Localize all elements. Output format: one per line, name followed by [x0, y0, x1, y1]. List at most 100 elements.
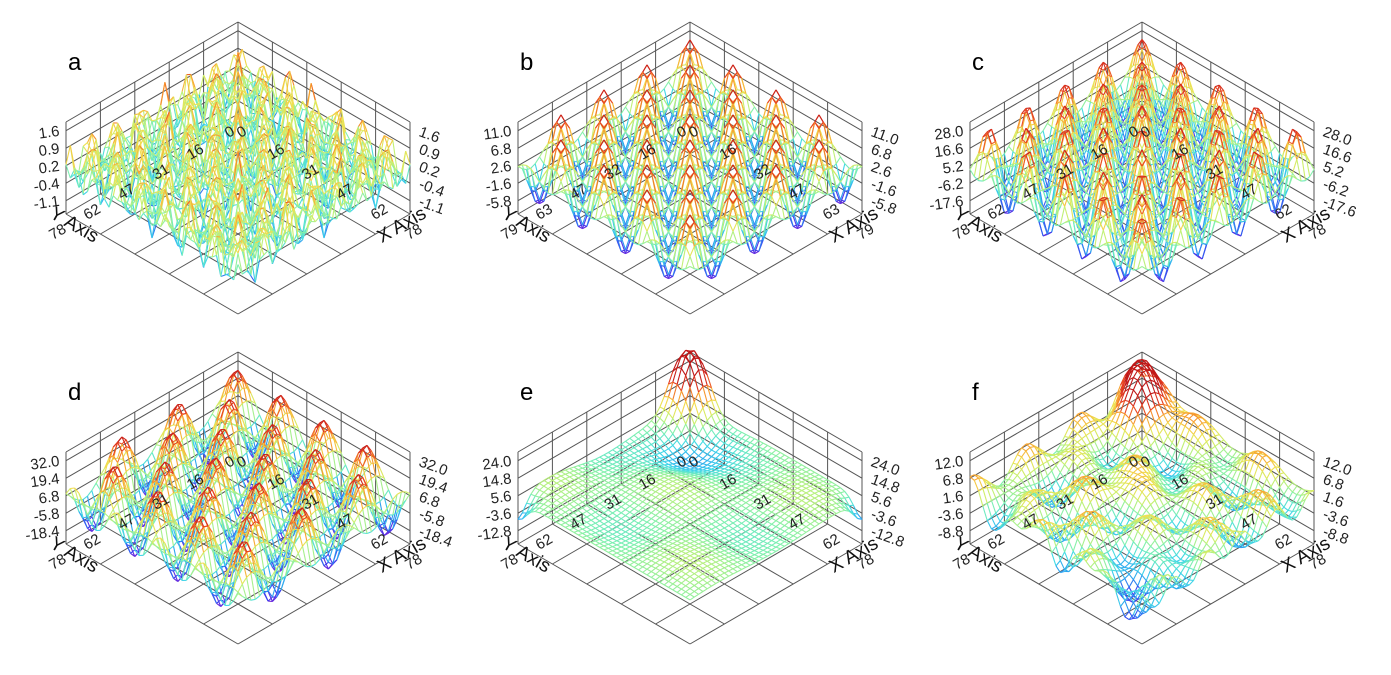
mesh-segment — [344, 163, 351, 175]
mesh-segment — [297, 143, 304, 157]
mesh-segment — [366, 148, 372, 156]
mesh-segment — [267, 92, 273, 121]
mesh-segment — [224, 92, 230, 100]
mesh-segment — [250, 85, 256, 122]
mesh-segment — [383, 149, 390, 174]
mesh-segment — [362, 154, 368, 161]
mesh-segment — [242, 76, 247, 80]
panel-label: a — [68, 49, 82, 76]
mesh-segment — [297, 117, 304, 142]
mesh-segment — [620, 106, 626, 114]
mesh-segment — [263, 79, 269, 92]
mesh-segment — [616, 113, 622, 119]
mesh-segment — [186, 226, 191, 229]
mesh-segment — [190, 175, 196, 178]
mesh-segment — [336, 133, 342, 158]
mesh-segment — [276, 99, 282, 113]
mesh-segment — [336, 144, 342, 158]
mesh-segment — [298, 132, 303, 135]
mesh-segment — [267, 120, 273, 124]
mesh-segment — [810, 189, 815, 191]
mesh-segment — [250, 85, 256, 94]
mesh-segment — [310, 123, 316, 136]
mesh-segment — [212, 134, 217, 137]
mesh-segment — [246, 93, 251, 95]
mesh-segment — [216, 73, 222, 81]
mesh-segment — [388, 139, 394, 149]
mesh-segment — [160, 82, 166, 106]
mesh-segment — [289, 107, 295, 116]
mesh-segment — [332, 155, 338, 166]
mesh-segment — [336, 206, 342, 219]
mesh-segment — [370, 160, 377, 184]
mesh-segment — [233, 96, 239, 106]
mesh-segment — [685, 39, 691, 48]
mesh-segment — [233, 89, 239, 93]
mesh-segment — [241, 91, 248, 119]
mesh-segment — [818, 114, 824, 123]
mesh-segment — [293, 130, 299, 156]
mesh-segment — [392, 161, 398, 175]
mesh-segment — [328, 114, 333, 118]
mesh-segment — [400, 150, 407, 173]
mesh-segment — [130, 213, 135, 215]
mesh-segment — [642, 64, 648, 73]
mesh-segment — [323, 141, 329, 144]
mesh-segment — [194, 93, 200, 110]
mesh-segment — [362, 140, 368, 158]
mesh-segment — [375, 177, 381, 190]
mesh-segment — [340, 116, 347, 145]
mesh-segment — [241, 65, 248, 72]
mesh-segment — [357, 135, 364, 153]
mesh-segment — [358, 162, 364, 168]
mesh-segment — [293, 104, 299, 116]
mesh-segment — [203, 74, 209, 88]
mesh-segment — [297, 139, 303, 144]
mesh-segment — [349, 181, 355, 200]
grid-line — [65, 21, 239, 123]
mesh-segment — [315, 111, 320, 115]
mesh-segment — [336, 116, 342, 131]
mesh-segment — [211, 73, 217, 82]
mesh-segment — [366, 131, 372, 146]
mesh-segment — [357, 119, 364, 139]
mesh-segment — [224, 118, 230, 121]
mesh-segment — [297, 101, 304, 118]
mesh-segment — [310, 123, 316, 126]
mesh-segment — [297, 133, 303, 141]
mesh-segment — [229, 81, 234, 85]
mesh-segment — [237, 52, 243, 77]
mesh-segment — [319, 152, 325, 167]
mesh-segment — [306, 83, 312, 108]
mesh-segment — [69, 145, 76, 168]
mesh-segment — [668, 81, 674, 89]
mesh-segment — [224, 99, 230, 121]
mesh-segment — [125, 135, 131, 139]
mesh-segment — [284, 107, 291, 132]
mesh-segment — [228, 78, 235, 95]
mesh-segment — [233, 95, 239, 100]
mesh-segment — [310, 119, 316, 124]
mesh-segment — [310, 110, 316, 114]
mesh-segment — [280, 126, 286, 155]
mesh-segment — [319, 150, 325, 180]
mesh-segment — [392, 174, 398, 189]
mesh-segment — [301, 117, 308, 144]
mesh-segment — [383, 135, 390, 149]
grid-line — [689, 21, 863, 123]
mesh-segment — [353, 155, 359, 167]
mesh-segment — [220, 74, 226, 83]
mesh-segment — [814, 171, 820, 182]
mesh-segment — [271, 71, 278, 98]
mesh-segment — [357, 154, 364, 184]
mesh-segment — [405, 164, 411, 184]
mesh-segment — [357, 162, 364, 189]
mesh-segment — [332, 165, 338, 184]
mesh-segment — [844, 163, 850, 169]
mesh-segment — [392, 161, 398, 187]
mesh-segment — [362, 140, 368, 149]
mesh-segment — [853, 164, 858, 166]
mesh-segment — [280, 131, 286, 138]
mesh-segment — [254, 106, 261, 143]
